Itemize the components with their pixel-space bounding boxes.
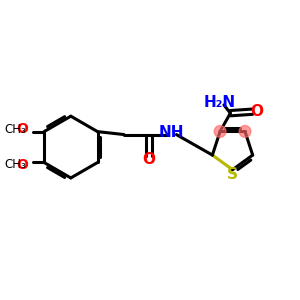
Circle shape [239, 125, 251, 137]
Text: O: O [16, 122, 28, 136]
Text: S: S [227, 167, 238, 182]
Text: NH: NH [158, 125, 184, 140]
Text: O: O [142, 152, 155, 167]
Text: H₂N: H₂N [203, 95, 235, 110]
Circle shape [214, 125, 226, 137]
Text: O: O [250, 104, 263, 119]
Text: O: O [16, 158, 28, 172]
Text: CH₃: CH₃ [5, 158, 26, 171]
Text: CH₃: CH₃ [5, 123, 26, 136]
